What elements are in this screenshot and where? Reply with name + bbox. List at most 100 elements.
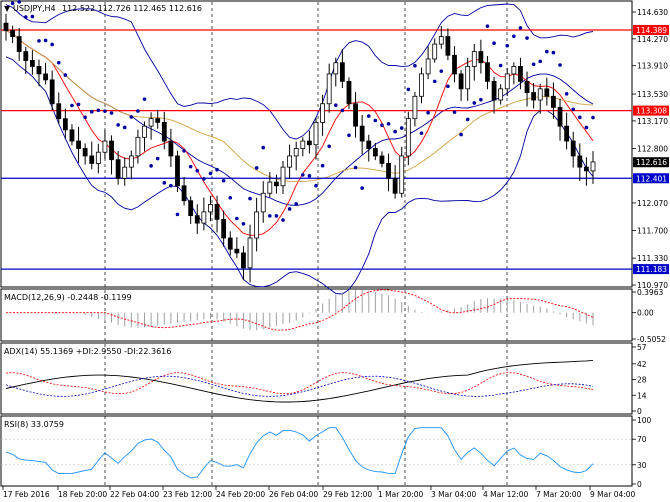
sar-dot	[399, 126, 404, 130]
candle-body	[584, 166, 589, 172]
sar-dot	[188, 164, 193, 169]
candle-body	[221, 218, 227, 239]
sar-dot	[56, 60, 61, 65]
sar-dot	[103, 109, 107, 113]
adx-line	[5, 359, 594, 403]
symbol-label: USDJPY,H4	[13, 4, 56, 13]
sar-dot	[545, 49, 549, 54]
sar-dot	[366, 114, 371, 118]
price-tick-label: 113.170	[637, 117, 668, 126]
candle-body	[432, 43, 438, 60]
sar-dot	[155, 156, 160, 161]
sar-dot	[142, 97, 147, 101]
time-tick-label: 29 Feb 12:00	[323, 490, 372, 499]
sar-dot	[208, 171, 213, 176]
sar-dot	[406, 87, 411, 92]
candle-body	[438, 36, 444, 45]
sar-dot	[485, 24, 490, 28]
sar-dot	[202, 177, 206, 181]
time-tick-label: 7 Mar 20:00	[536, 490, 582, 499]
sar-dot	[195, 168, 200, 173]
time-tick-label: 22 Feb 04:00	[110, 490, 159, 499]
candle-body	[69, 129, 75, 142]
price-level-tag	[633, 24, 669, 35]
candle-body	[386, 163, 391, 179]
candle-body	[478, 51, 484, 64]
candle-body	[320, 103, 325, 123]
price-tick-label: 113.910	[637, 62, 668, 71]
time-tick-label: 23 Feb 12:00	[163, 490, 212, 499]
candle-body	[155, 118, 161, 123]
candle-body	[161, 121, 167, 142]
sar-dot	[10, 1, 15, 6]
candle-body	[570, 140, 576, 157]
sar-dot	[162, 181, 167, 185]
macd-tick-label: 0.3963	[637, 288, 663, 297]
price-tick-label: 114.630	[637, 8, 668, 17]
candle-body	[346, 80, 352, 105]
sar-dot	[83, 115, 87, 120]
sar-dot	[505, 43, 510, 48]
candle-body	[577, 155, 583, 168]
bollinger-bands	[5, 3, 594, 295]
time-tick-label: 4 Mar 12:00	[483, 490, 529, 499]
macd-tick-label: -0.5052	[637, 335, 666, 344]
candle-body	[254, 211, 260, 239]
candle-body	[175, 155, 180, 187]
macd-tick-label: 0.00	[637, 309, 654, 318]
adx-label: ADX(14) 55.1369 +DI:2.9550 -DI:22.3616	[4, 347, 171, 356]
sar-dot	[122, 125, 127, 130]
current-price-label: 112.616	[636, 158, 667, 167]
sar-dot	[241, 221, 246, 226]
sar-dot	[531, 62, 536, 67]
candle-body	[43, 73, 48, 81]
candle-body	[109, 140, 114, 161]
time-tick-label: 26 Feb 04:00	[269, 490, 318, 499]
sar-dot	[287, 207, 292, 211]
candle-body	[306, 140, 312, 146]
time-axis: 17 Feb 2016 18 Feb 20:00 22 Feb 04:00 23 Fe…	[2, 486, 636, 499]
sar-dot	[89, 109, 94, 114]
sar-dot	[584, 125, 589, 130]
candle-body	[115, 159, 121, 179]
sar-dot	[70, 103, 74, 108]
adx-tick-label: 14	[637, 391, 647, 400]
candle-body	[36, 66, 42, 75]
candle-body	[518, 66, 523, 82]
price-tick-label: 114.270	[637, 35, 668, 44]
candle-body	[557, 107, 563, 127]
candle-body	[148, 118, 154, 127]
sar-dot	[459, 132, 463, 137]
sar-dot	[23, 15, 28, 19]
sar-dot	[439, 69, 444, 73]
candle-body	[76, 140, 81, 149]
adx-tick-label: 28	[637, 376, 647, 385]
sar-dot	[347, 133, 351, 138]
candle-body	[62, 118, 68, 131]
main-panel-frame	[0, 0, 633, 288]
rsi-panel-frame	[0, 415, 633, 487]
ma-fast-line	[5, 30, 594, 236]
candle-body	[419, 73, 424, 97]
plus-di-line	[5, 372, 594, 395]
price-level-label: 113.308	[636, 107, 667, 116]
sar-dot	[314, 183, 318, 188]
candle-body	[82, 148, 88, 157]
sar-dot	[37, 39, 41, 43]
candle-body	[142, 125, 147, 138]
sar-dot	[571, 107, 576, 112]
sar-dot	[538, 59, 543, 64]
sar-dot	[518, 26, 523, 30]
macd-indicator	[6, 289, 594, 331]
price-axis: 114.630 114.270 113.910 113.530 113.170 112.8…	[632, 8, 668, 290]
candle-body	[339, 62, 345, 82]
sar-dot	[578, 115, 582, 120]
sar-dot	[96, 108, 101, 113]
rsi-tick-label: 30	[637, 461, 647, 470]
sar-dot	[492, 41, 496, 46]
sar-dot	[360, 186, 364, 190]
candle-body	[379, 155, 385, 164]
sar-dot	[432, 79, 437, 84]
